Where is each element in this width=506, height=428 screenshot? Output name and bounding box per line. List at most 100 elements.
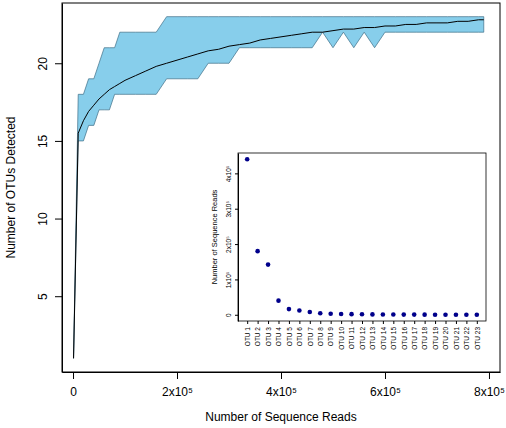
tick-label: 2x10⁵: [162, 385, 193, 399]
tick-mark: [299, 321, 300, 324]
chart: 02x10⁵4x10⁵6x10⁵8x10⁵5101520Number of Se…: [0, 0, 506, 428]
point: [433, 312, 438, 317]
tick-label: OTU 18: [421, 327, 428, 350]
tick: OTU 16: [401, 321, 408, 350]
tick-label: OTU 21: [453, 327, 460, 350]
inset-frame: [238, 153, 486, 321]
tick-mark: [352, 321, 353, 324]
tick: 2x10⁵: [225, 236, 238, 253]
point: [475, 312, 480, 317]
tick-label: 4x10⁵: [225, 165, 232, 182]
axis-line: [238, 154, 239, 322]
tick-mark: [235, 209, 238, 210]
tick-mark: [362, 321, 363, 324]
tick-label: OTU 8: [317, 327, 324, 347]
y-axis-title: Number of OTUs Detected: [4, 116, 18, 258]
tick-label: OTU 6: [296, 327, 303, 347]
tick-mark: [477, 321, 478, 324]
point: [454, 312, 459, 317]
tick: OTU 5: [286, 321, 293, 346]
tick-mark: [73, 372, 74, 379]
axis: 5101520: [36, 4, 63, 373]
tick-label: 1x10⁵: [225, 271, 232, 288]
tick: OTU 4: [275, 321, 282, 346]
tick-mark: [385, 372, 386, 379]
point: [318, 311, 323, 316]
tick-label: OTU 15: [390, 327, 397, 350]
tick-mark: [55, 219, 62, 220]
tick-mark: [55, 141, 62, 142]
point: [339, 312, 344, 317]
tick-mark: [341, 321, 342, 324]
tick-mark: [310, 321, 311, 324]
tick: 0: [70, 372, 77, 399]
tick: 3x10⁵: [225, 201, 238, 218]
point: [360, 312, 365, 317]
tick-label: OTU 14: [380, 327, 387, 350]
tick-label: OTU 11: [348, 327, 355, 350]
tick-mark: [55, 63, 62, 64]
tick: 15: [36, 134, 62, 148]
tick-mark: [435, 321, 436, 324]
tick-label: 0: [225, 313, 232, 317]
tick-label: OTU 19: [432, 327, 439, 350]
inset-y-axis-title: Number of Sequence Reads: [210, 189, 219, 284]
tick-label: OTU 13: [369, 327, 376, 350]
tick-mark: [235, 315, 238, 316]
tick-label: 4x10⁵: [266, 385, 297, 399]
point: [328, 311, 333, 316]
tick: OTU 21: [453, 321, 460, 350]
tick: OTU 14: [380, 321, 387, 350]
point: [349, 312, 354, 317]
tick-label: OTU 7: [307, 327, 314, 347]
tick-label: OTU 16: [401, 327, 408, 350]
tick-mark: [425, 321, 426, 324]
tick-mark: [258, 321, 259, 324]
tick: OTU 15: [390, 321, 397, 350]
tick-mark: [466, 321, 467, 324]
tick: 4x10⁵: [266, 372, 297, 399]
tick-label: OTU 5: [286, 327, 293, 347]
tick: OTU 7: [307, 321, 314, 346]
tick: OTU 8: [317, 321, 324, 346]
tick-mark: [247, 321, 248, 324]
axis-line: [62, 4, 63, 373]
point: [308, 310, 313, 315]
tick-mark: [235, 173, 238, 174]
tick-mark: [383, 321, 384, 324]
point: [370, 312, 375, 317]
tick-mark: [372, 321, 373, 324]
tick-mark: [331, 321, 332, 324]
tick: 4x10⁵: [225, 165, 238, 182]
tick-mark: [177, 372, 178, 379]
axis: 0 1x10⁵ 2x10⁵ 3x10⁵ 4x10⁵: [225, 154, 239, 322]
point: [443, 312, 448, 317]
tick-mark: [489, 372, 490, 379]
tick-label: 3x10⁵: [225, 201, 232, 218]
tick: 1x10⁵: [225, 271, 238, 288]
point: [412, 312, 417, 317]
point: [464, 312, 469, 317]
tick: OTU 3: [265, 321, 272, 346]
point: [381, 312, 386, 317]
tick-label: 15: [36, 134, 50, 148]
tick: OTU 20: [442, 321, 449, 350]
tick-mark: [456, 321, 457, 324]
tick-label: OTU 10: [338, 327, 345, 350]
tick-mark: [235, 244, 238, 245]
tick-mark: [446, 321, 447, 324]
tick-label: 8x10⁵: [474, 385, 505, 399]
tick-mark: [278, 321, 279, 324]
point: [276, 298, 281, 303]
tick: OTU 22: [463, 321, 470, 350]
tick: 0: [225, 313, 238, 317]
tick: 5: [36, 293, 62, 300]
tick-mark: [55, 296, 62, 297]
tick-label: 0: [70, 385, 77, 399]
point: [401, 312, 406, 317]
x-axis-title: Number of Sequence Reads: [205, 410, 356, 424]
tick: OTU 11: [348, 321, 355, 349]
tick-label: OTU 2: [254, 327, 261, 347]
point: [297, 308, 302, 313]
tick: OTU 9: [327, 321, 334, 346]
